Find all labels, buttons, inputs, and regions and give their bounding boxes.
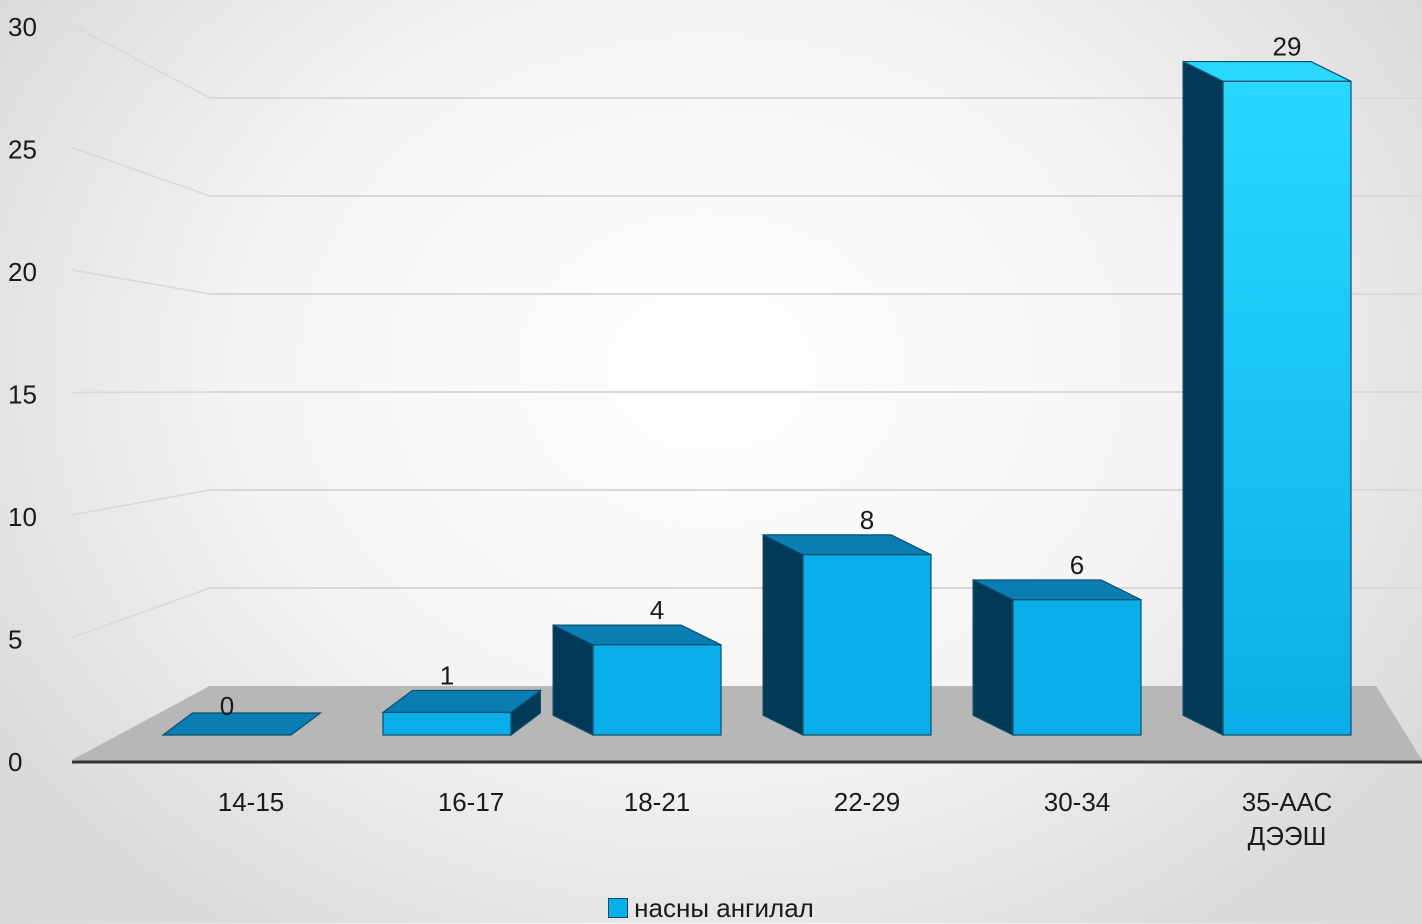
y-tick-label: 0 bbox=[8, 747, 22, 777]
bar-top bbox=[161, 712, 323, 736]
side-gridline bbox=[71, 587, 211, 639]
data-label: 0 bbox=[220, 691, 234, 721]
bar bbox=[592, 644, 722, 736]
data-label: 1 bbox=[440, 660, 454, 690]
bar-side bbox=[972, 578, 1014, 736]
y-tick-label: 20 bbox=[8, 257, 37, 287]
data-label: 8 bbox=[860, 505, 874, 535]
side-gridline bbox=[71, 489, 211, 516]
data-label: 29 bbox=[1273, 32, 1302, 62]
legend: насны ангилал bbox=[0, 893, 1422, 924]
legend-swatch bbox=[608, 898, 629, 918]
x-tick-label: 35-ААС bbox=[1242, 787, 1332, 817]
bar bbox=[1012, 599, 1142, 736]
bar-side bbox=[762, 533, 804, 736]
y-tick-label: 5 bbox=[8, 625, 22, 655]
side-gridline bbox=[71, 391, 211, 394]
y-tick-label: 15 bbox=[8, 380, 37, 410]
y-tick-label: 10 bbox=[8, 502, 37, 532]
side-gridline bbox=[71, 24, 211, 99]
y-tick-label: 30 bbox=[8, 12, 37, 42]
x-tick-label: 18-21 bbox=[624, 787, 691, 817]
bar bbox=[1222, 80, 1352, 736]
bar-side bbox=[1182, 60, 1224, 736]
y-tick-label: 25 bbox=[8, 135, 37, 165]
x-tick-label: 30-34 bbox=[1044, 787, 1111, 817]
bar bbox=[802, 554, 932, 736]
x-tick-label: 22-29 bbox=[834, 787, 901, 817]
x-tick-label: 16-17 bbox=[438, 787, 505, 817]
bar bbox=[382, 711, 512, 736]
side-gridline bbox=[71, 269, 211, 295]
data-label: 4 bbox=[650, 595, 664, 625]
x-tick-label: 14-15 bbox=[218, 787, 285, 817]
data-label: 6 bbox=[1070, 550, 1084, 580]
legend-label: насны ангилал bbox=[634, 893, 814, 923]
side-gridline bbox=[71, 146, 211, 197]
x-tick-label: ДЭЭШ bbox=[1248, 821, 1327, 851]
